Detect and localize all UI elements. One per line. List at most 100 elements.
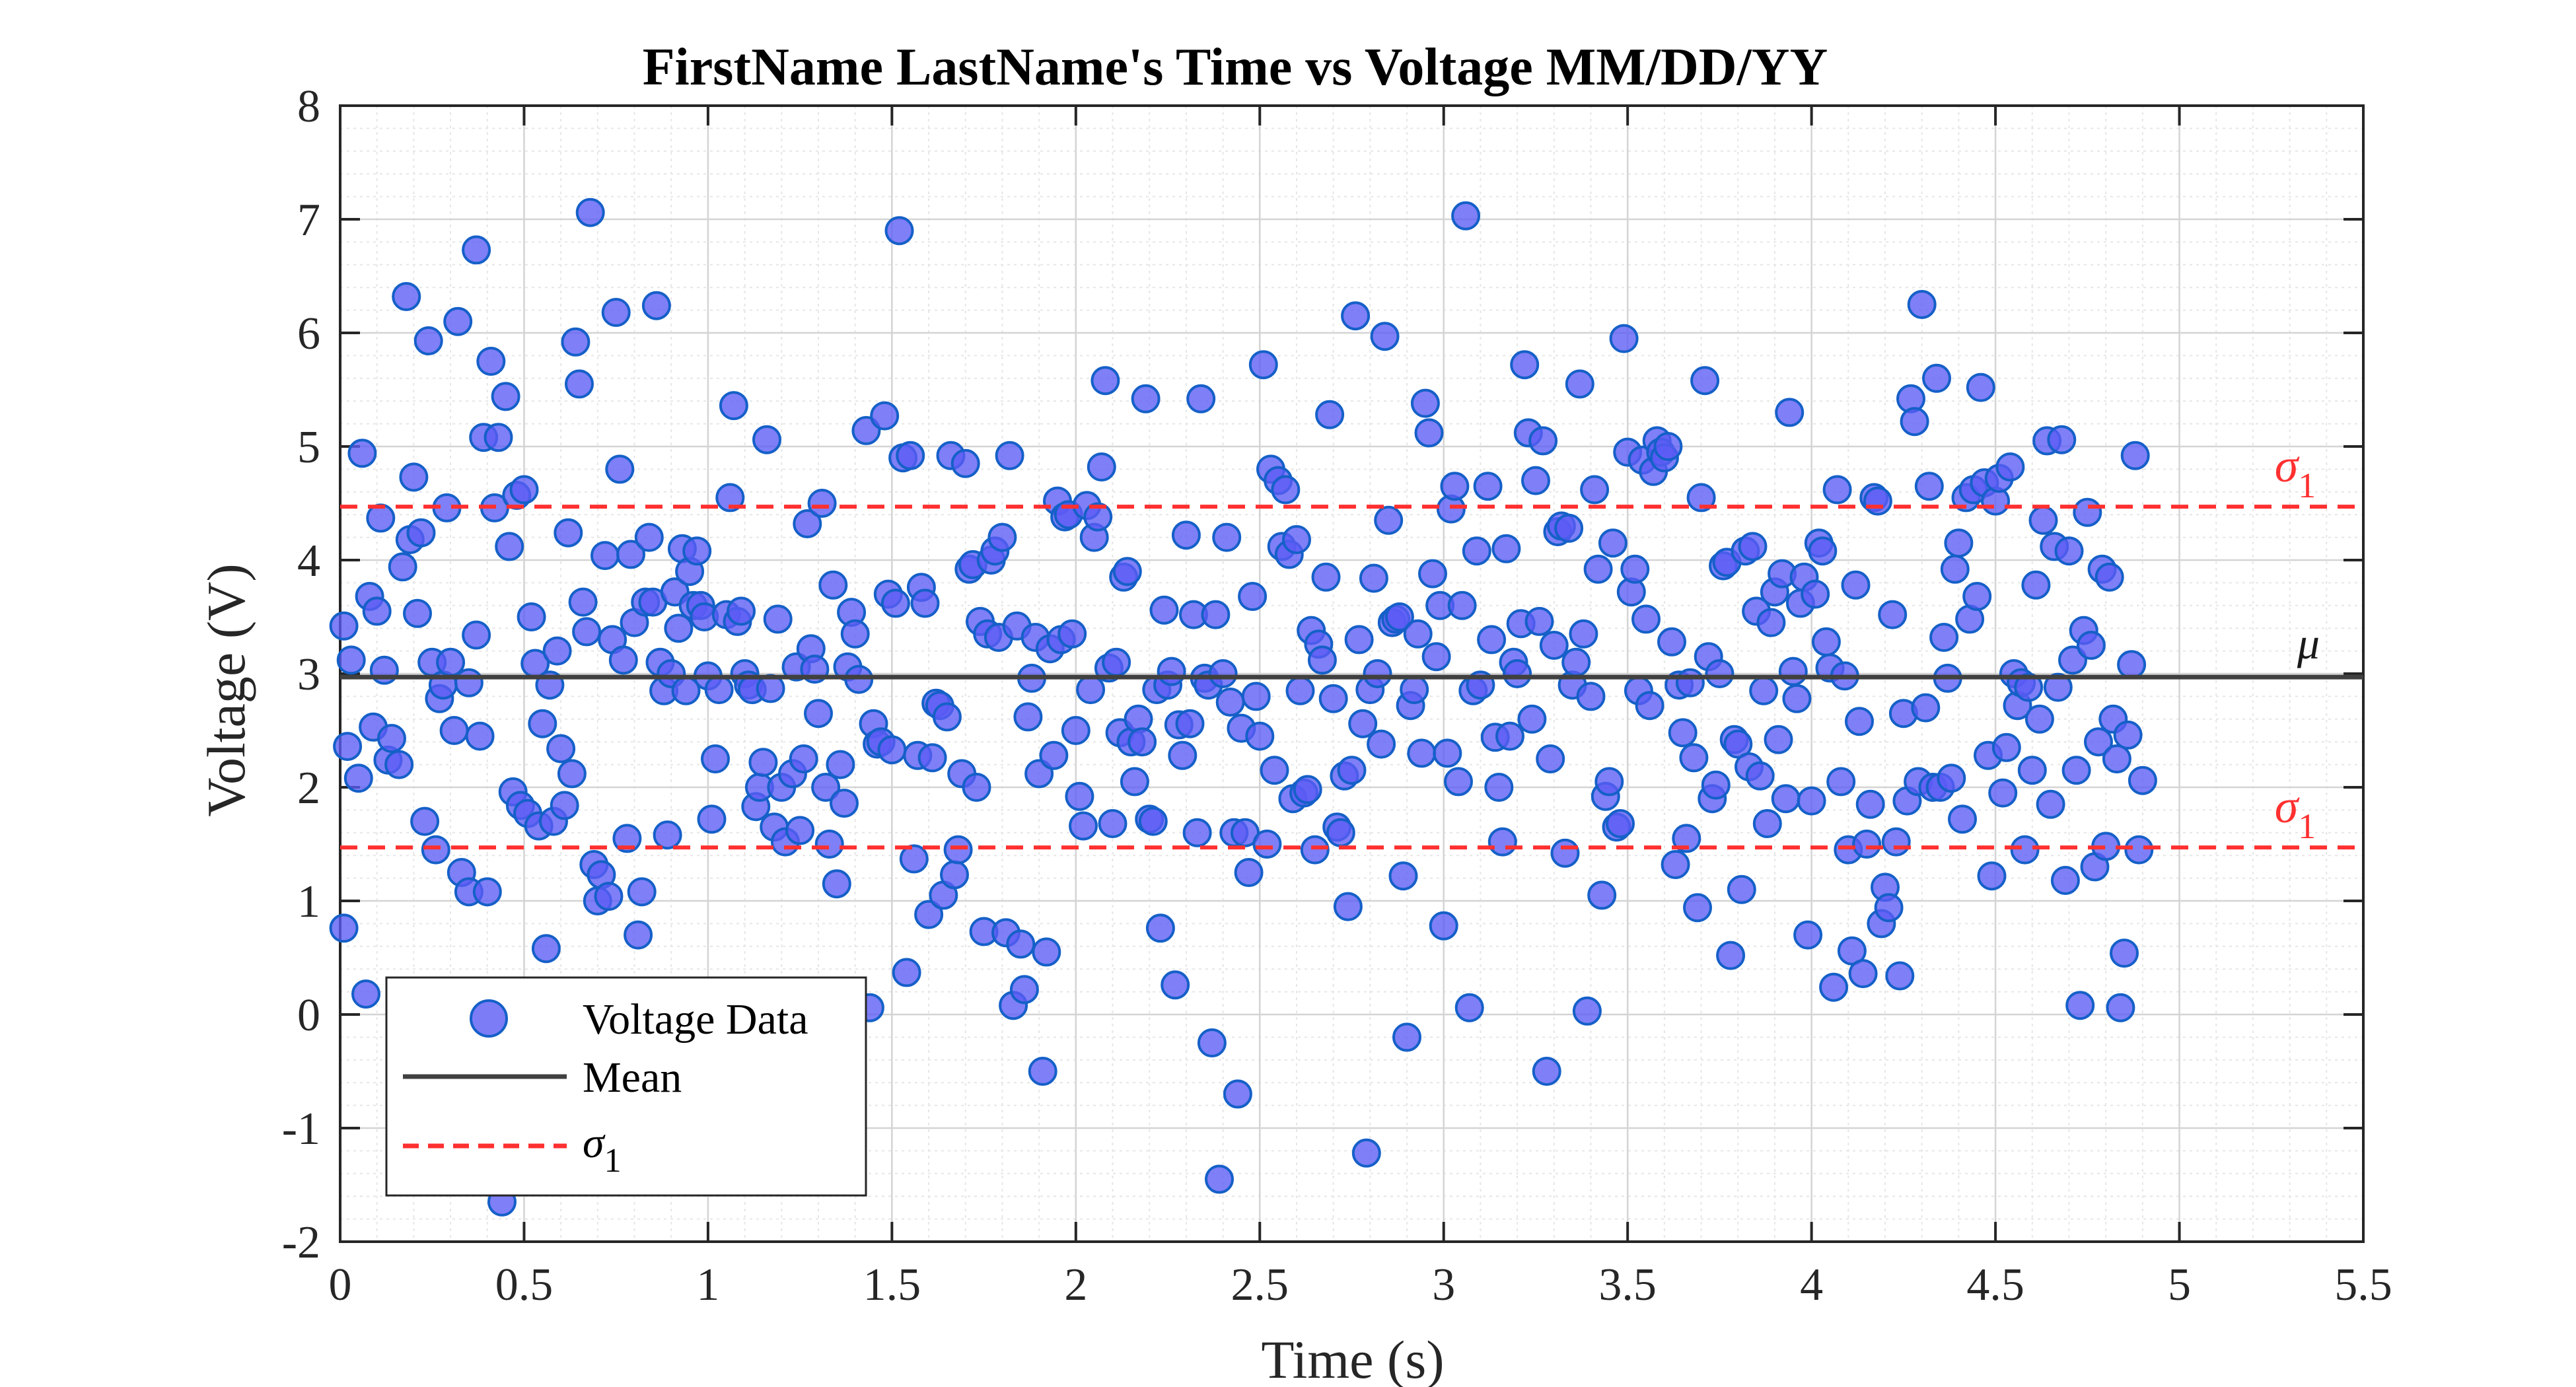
data-point (2061, 756, 2091, 785)
data-point (1944, 528, 1974, 558)
data-point (1620, 554, 1650, 584)
data-point (870, 401, 900, 431)
data-point (2120, 441, 2150, 470)
data-point (1252, 830, 1282, 859)
data-point (682, 536, 712, 566)
data-point (546, 734, 576, 764)
data-point (1318, 684, 1348, 713)
x-tick-label: 2 (1064, 1260, 1087, 1310)
data-point (1819, 972, 1849, 1002)
data-point (1576, 682, 1606, 711)
data-point (899, 844, 929, 874)
data-point (1102, 647, 1131, 677)
data-point (1057, 619, 1087, 649)
data-point (1583, 554, 1613, 584)
x-tick-label: 3.5 (1598, 1260, 1657, 1310)
data-point (462, 620, 491, 650)
data-point (594, 882, 624, 911)
sigma-subscript: 1 (2298, 806, 2316, 846)
data-point (896, 441, 925, 470)
data-point (1848, 959, 1878, 989)
data-point (1205, 1164, 1234, 1194)
x-tick-label: 1.5 (863, 1260, 921, 1310)
data-point (752, 425, 781, 454)
data-point (1609, 324, 1639, 353)
data-point (910, 588, 940, 618)
data-point (1727, 874, 1756, 904)
data-point (1701, 770, 1731, 800)
data-point (528, 709, 557, 738)
data-point (1208, 659, 1238, 688)
data-point (697, 804, 727, 834)
data-point (1594, 767, 1624, 797)
data-point (1311, 562, 1341, 592)
data-point (554, 518, 583, 548)
data-point (1911, 693, 1941, 723)
data-point (1995, 452, 2025, 481)
data-point (2113, 720, 2143, 750)
data-point (1201, 600, 1231, 629)
y-tick-label: 3 (297, 649, 320, 700)
data-point (1580, 475, 1610, 505)
data-point (785, 816, 815, 845)
data-point (1212, 522, 1242, 552)
data-point (950, 448, 980, 478)
x-tick-label: 4.5 (1966, 1260, 2024, 1310)
data-point (1539, 631, 1569, 660)
data-point (1561, 647, 1591, 677)
data-point (1524, 606, 1554, 636)
data-point (1752, 809, 1782, 838)
data-point (917, 743, 947, 773)
data-point (531, 934, 561, 964)
sigma-symbol: σ (2275, 780, 2300, 833)
data-point (664, 614, 694, 643)
data-point (1532, 1057, 1561, 1086)
data-point (1065, 781, 1094, 811)
data-point (1852, 830, 1882, 859)
data-point (830, 789, 859, 818)
data-point (892, 958, 921, 987)
data-point (1293, 775, 1322, 804)
data-point (704, 675, 734, 705)
data-point (943, 835, 973, 865)
data-point (1006, 929, 1036, 959)
mu-label: μ (2297, 618, 2320, 668)
data-point (1337, 756, 1367, 785)
data-point (2010, 835, 2040, 865)
data-point (763, 604, 793, 634)
data-point (1403, 619, 1433, 649)
chart-title: FirstName LastName's Time vs Voltage MM/… (643, 38, 1828, 96)
data-point (1451, 201, 1481, 231)
data-point (1333, 892, 1363, 921)
data-point (748, 748, 778, 777)
data-point (1749, 676, 1779, 705)
data-point (2076, 631, 2106, 660)
data-point (491, 382, 520, 411)
data-point (877, 735, 907, 765)
data-point (1326, 818, 1355, 847)
data-point (1782, 684, 1812, 713)
data-point (1248, 350, 1278, 380)
data-point (1811, 627, 1841, 657)
data-point (962, 773, 991, 802)
x-axis-label: Time (s) (1261, 1330, 1444, 1387)
data-point (399, 462, 429, 492)
data-point (1661, 850, 1690, 879)
data-point (1433, 738, 1462, 768)
data-point (1991, 732, 2021, 762)
data-point (1668, 718, 1698, 748)
data-point (1285, 676, 1315, 705)
data-point (1510, 350, 1540, 380)
data-point (1517, 704, 1547, 734)
data-point (392, 282, 421, 311)
data-point (2073, 497, 2102, 527)
data-point (1414, 418, 1444, 448)
data-point (719, 391, 748, 421)
data-point (914, 900, 944, 929)
data-point (1635, 691, 1664, 721)
data-point (1716, 941, 1746, 970)
data-point (568, 587, 598, 617)
data-point (1083, 502, 1113, 532)
y-tick-label: 1 (297, 876, 320, 927)
data-point (1161, 970, 1190, 1000)
